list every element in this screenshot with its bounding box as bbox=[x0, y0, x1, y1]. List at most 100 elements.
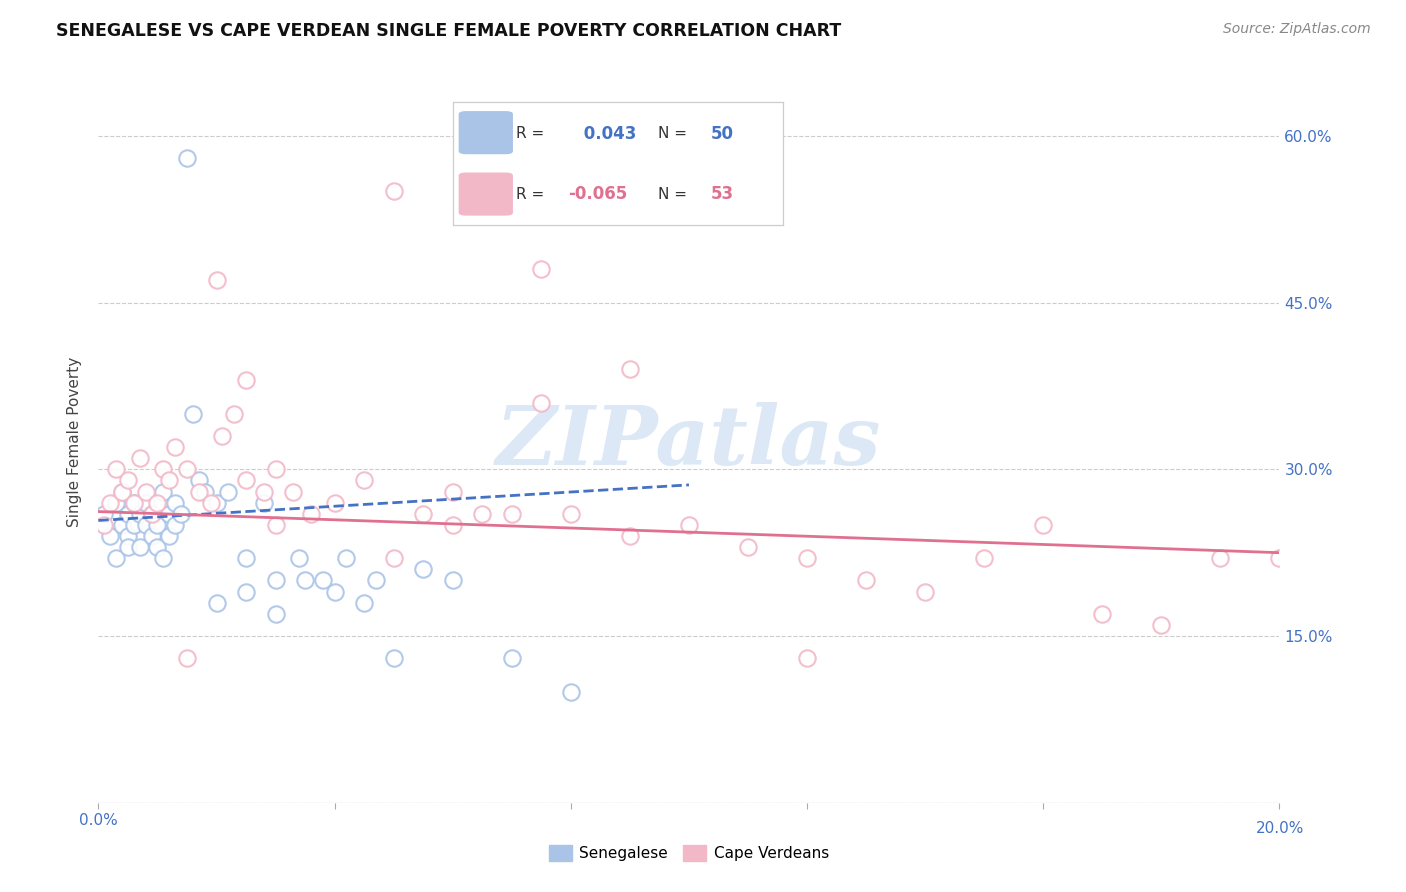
Point bbox=[1091, 607, 1114, 621]
Point bbox=[217, 484, 239, 499]
Point bbox=[205, 596, 228, 610]
Text: SENEGALESE VS CAPE VERDEAN SINGLE FEMALE POVERTY CORRELATION CHART: SENEGALESE VS CAPE VERDEAN SINGLE FEMALE… bbox=[56, 22, 841, 40]
Point bbox=[165, 496, 187, 510]
Point bbox=[501, 651, 523, 665]
Point bbox=[1150, 618, 1173, 632]
Point bbox=[205, 496, 228, 510]
Point bbox=[412, 507, 434, 521]
Point bbox=[560, 507, 582, 521]
Point bbox=[1209, 551, 1232, 566]
Point bbox=[382, 551, 405, 566]
Point bbox=[796, 651, 818, 665]
Point bbox=[530, 395, 553, 409]
Point bbox=[200, 496, 222, 510]
Point bbox=[122, 496, 145, 510]
Point bbox=[264, 574, 287, 588]
Point bbox=[312, 574, 335, 588]
Point bbox=[152, 551, 174, 566]
Point bbox=[98, 496, 121, 510]
Point bbox=[187, 474, 209, 488]
Point bbox=[914, 584, 936, 599]
Point bbox=[796, 551, 818, 566]
Point bbox=[141, 507, 163, 521]
Point bbox=[128, 540, 150, 554]
Point bbox=[501, 507, 523, 521]
Point bbox=[619, 362, 641, 376]
Point bbox=[135, 484, 157, 499]
Point bbox=[122, 517, 145, 532]
Point bbox=[264, 517, 287, 532]
Point bbox=[170, 507, 193, 521]
Point bbox=[441, 484, 464, 499]
Point bbox=[128, 451, 150, 466]
Point bbox=[117, 529, 139, 543]
Point bbox=[335, 551, 357, 566]
Point bbox=[165, 517, 187, 532]
Point bbox=[737, 540, 759, 554]
Point bbox=[105, 551, 128, 566]
Point bbox=[235, 551, 257, 566]
Point bbox=[181, 407, 204, 421]
Point bbox=[412, 562, 434, 576]
Point bbox=[146, 540, 169, 554]
Point bbox=[323, 496, 346, 510]
Point bbox=[194, 484, 217, 499]
Point bbox=[471, 507, 494, 521]
Point bbox=[619, 529, 641, 543]
Point bbox=[560, 684, 582, 698]
Point bbox=[98, 529, 121, 543]
Point bbox=[146, 517, 169, 532]
Point bbox=[855, 574, 877, 588]
Point bbox=[176, 462, 198, 476]
Point bbox=[323, 584, 346, 599]
Point bbox=[973, 551, 995, 566]
Y-axis label: Single Female Poverty: Single Female Poverty bbox=[67, 357, 83, 526]
Point bbox=[152, 484, 174, 499]
Point bbox=[93, 507, 115, 521]
Point bbox=[299, 507, 322, 521]
Point bbox=[288, 551, 311, 566]
Point bbox=[152, 462, 174, 476]
Point bbox=[141, 507, 163, 521]
Point bbox=[165, 440, 187, 454]
Point bbox=[128, 507, 150, 521]
Point bbox=[135, 517, 157, 532]
Point bbox=[235, 474, 257, 488]
Text: ZIPatlas: ZIPatlas bbox=[496, 401, 882, 482]
Point bbox=[157, 529, 180, 543]
Point bbox=[382, 185, 405, 199]
Point bbox=[211, 429, 233, 443]
Point bbox=[117, 474, 139, 488]
Point bbox=[353, 596, 375, 610]
Point bbox=[253, 484, 276, 499]
Point bbox=[283, 484, 305, 499]
Point bbox=[205, 273, 228, 287]
Point bbox=[187, 484, 209, 499]
Point bbox=[146, 496, 169, 510]
Point bbox=[678, 517, 700, 532]
Point bbox=[264, 462, 287, 476]
Point bbox=[364, 574, 387, 588]
Point bbox=[111, 484, 134, 499]
Point bbox=[235, 373, 257, 387]
Point bbox=[105, 496, 128, 510]
Point bbox=[122, 496, 145, 510]
Point bbox=[441, 574, 464, 588]
Point bbox=[1268, 551, 1291, 566]
Point bbox=[353, 474, 375, 488]
Point bbox=[111, 517, 134, 532]
Point bbox=[135, 496, 157, 510]
Point bbox=[1032, 517, 1054, 532]
Point bbox=[93, 517, 115, 532]
Point bbox=[224, 407, 246, 421]
Text: 20.0%: 20.0% bbox=[1256, 822, 1305, 837]
Legend: Senegalese, Cape Verdeans: Senegalese, Cape Verdeans bbox=[543, 839, 835, 867]
Point bbox=[117, 540, 139, 554]
Point bbox=[235, 584, 257, 599]
Point bbox=[441, 517, 464, 532]
Point bbox=[176, 651, 198, 665]
Point bbox=[157, 507, 180, 521]
Point bbox=[530, 262, 553, 277]
Point bbox=[253, 496, 276, 510]
Point bbox=[157, 474, 180, 488]
